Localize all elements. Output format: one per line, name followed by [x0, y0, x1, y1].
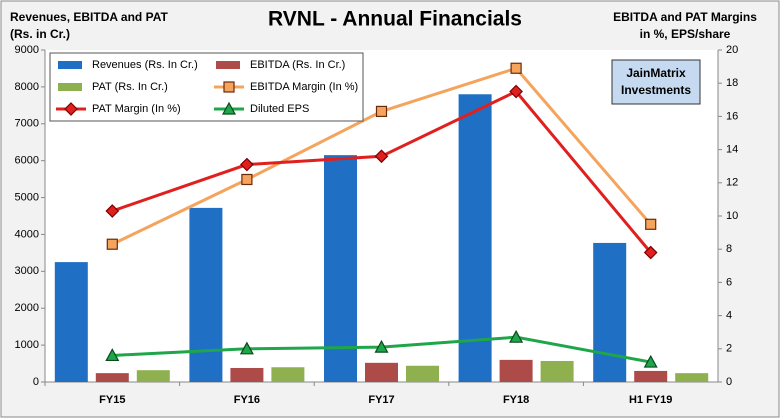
line-marker — [239, 341, 254, 355]
legend-label: EBITDA (Rs. In Cr.) — [250, 59, 345, 71]
bar — [189, 207, 223, 382]
y2-tick-label: 2 — [726, 343, 732, 355]
annotation: JainMatrix Investments — [611, 59, 701, 105]
x-tick-label: FY17 — [368, 394, 394, 406]
y2-tick-label: 18 — [726, 77, 738, 89]
line-marker — [643, 354, 658, 368]
bar — [271, 367, 305, 382]
bar — [540, 360, 574, 382]
legend-marker — [64, 102, 78, 116]
legend-label: Diluted EPS — [250, 103, 309, 115]
legend: Revenues (Rs. In Cr.) EBITDA (Rs. In Cr.)… — [49, 52, 364, 122]
y-axis-label: Revenues, EBITDA and PAT — [10, 10, 168, 24]
line-marker — [645, 218, 657, 230]
legend-label: Revenues (Rs. In Cr.) — [92, 59, 198, 71]
line-marker — [510, 62, 522, 74]
y-tick-label: 1000 — [15, 339, 39, 351]
y-tick-label: 0 — [33, 376, 39, 388]
line-marker — [105, 348, 120, 362]
annotation-text: JainMatrix — [626, 66, 686, 80]
line-marker — [106, 238, 118, 250]
y-tick-label: 3000 — [15, 265, 39, 277]
legend-box — [49, 52, 364, 122]
bar — [324, 155, 357, 382]
line-marker — [374, 339, 389, 353]
legend-marker — [223, 81, 235, 93]
bar — [54, 262, 88, 382]
y-tick-label: 5000 — [15, 191, 39, 203]
bar — [634, 370, 668, 382]
legend-label: PAT (Rs. In Cr.) — [92, 81, 168, 93]
bar — [675, 373, 709, 382]
x-tick-label: H1 FY19 — [629, 394, 672, 406]
y-tick-label: 9000 — [15, 44, 39, 56]
annotation-box — [611, 59, 701, 105]
y2-tick-label: 16 — [726, 110, 738, 122]
bar — [593, 242, 627, 382]
y2-axis-label: in %, EPS/share — [640, 27, 731, 41]
line-marker — [241, 173, 253, 186]
line-marker — [643, 245, 658, 260]
y2-tick-label: 4 — [726, 310, 732, 322]
bar — [499, 359, 533, 382]
legend-swatch — [216, 61, 240, 69]
y2-tick-label: 0 — [726, 376, 732, 388]
y-tick-label: 2000 — [15, 302, 39, 314]
legend-label: EBITDA Margin (In %) — [250, 81, 358, 93]
x-tick-label: FY15 — [99, 394, 125, 406]
legend-label: PAT Margin (In %) — [92, 103, 181, 115]
y2-tick-label: 12 — [726, 177, 738, 189]
chart-title: RVNL - Annual Financials — [268, 8, 522, 31]
x-tick-label: FY16 — [234, 394, 260, 406]
y-axis-label: (Rs. in Cr.) — [10, 27, 70, 41]
legend-swatch — [58, 61, 82, 69]
bar — [136, 370, 170, 382]
bar — [365, 362, 398, 382]
bar — [230, 367, 264, 382]
line-marker — [375, 105, 388, 118]
annotation-text: Investments — [621, 83, 691, 97]
y2-tick-label: 8 — [726, 243, 732, 255]
line-marker — [509, 329, 524, 343]
legend-marker — [221, 101, 237, 115]
x-tick-label: FY18 — [503, 394, 529, 406]
y2-tick-label: 10 — [726, 210, 738, 222]
y-tick-label: 8000 — [15, 81, 39, 93]
legend-swatch — [58, 83, 82, 91]
line-marker — [374, 149, 389, 164]
y2-tick-label: 6 — [726, 276, 732, 288]
y-tick-label: 4000 — [15, 228, 39, 240]
y-tick-label: 6000 — [15, 155, 39, 167]
line-marker — [509, 84, 523, 99]
bar — [458, 94, 492, 383]
y-tick-label: 7000 — [15, 118, 39, 130]
y2-tick-label: 14 — [726, 144, 738, 156]
line-marker — [105, 204, 120, 218]
line-marker — [240, 157, 254, 172]
y2-tick-label: 20 — [726, 44, 738, 56]
bar — [406, 365, 439, 382]
bar — [95, 373, 129, 382]
y2-axis-label: EBITDA and PAT Margins — [613, 10, 757, 24]
